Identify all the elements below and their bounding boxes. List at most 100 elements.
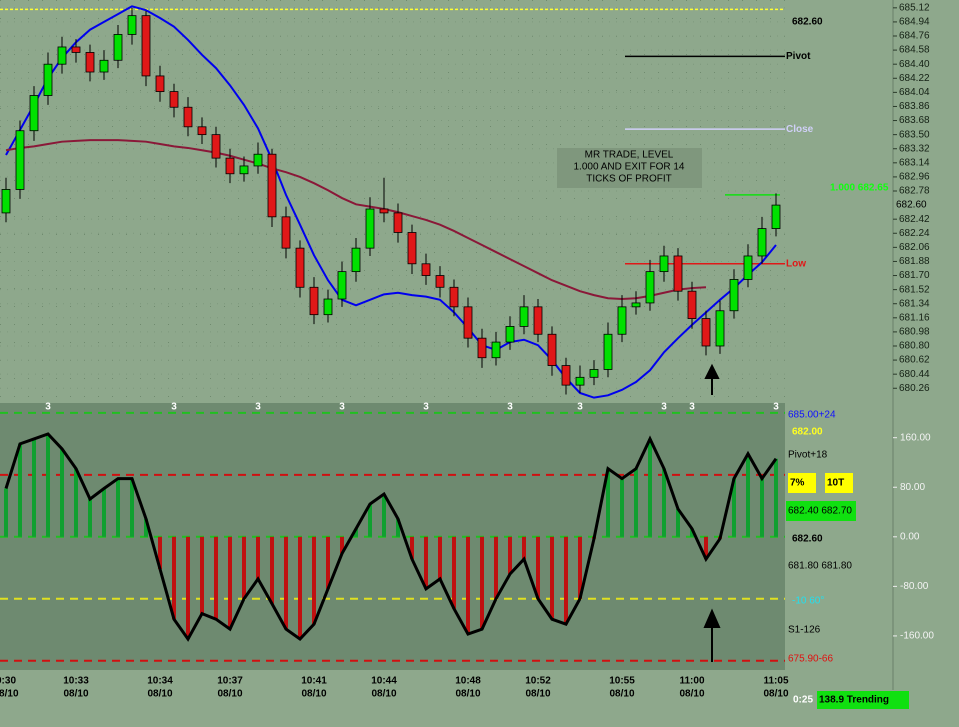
- x-tick-label: 10:37: [217, 676, 243, 687]
- candle-body: [715, 310, 725, 347]
- histogram-bar: [606, 468, 610, 537]
- candle-body: [673, 255, 683, 292]
- candle-body: [701, 318, 711, 347]
- y-tick-label: 684.58: [899, 45, 930, 56]
- y-tick-label: 681.88: [899, 256, 930, 267]
- histogram-bar: [60, 448, 64, 537]
- y-tick-label: 682.24: [899, 228, 930, 239]
- readout: 685.00+24: [788, 410, 836, 421]
- note-line: MR TRADE, LEVEL: [585, 150, 674, 161]
- candle-body: [505, 326, 515, 343]
- candle-body: [365, 208, 375, 249]
- candle-body: [393, 212, 403, 233]
- y-tick-label: 680.62: [899, 355, 930, 366]
- y-tick-label: 680.26: [899, 383, 930, 394]
- histogram-bar: [494, 536, 498, 599]
- x-date-label: 08/10: [609, 689, 634, 700]
- y-tick-label: 682.06: [899, 242, 930, 253]
- readout: S1-126: [788, 625, 821, 636]
- level-label: Close: [786, 124, 814, 135]
- histogram-bar: [424, 536, 428, 589]
- histogram-bar: [116, 478, 120, 537]
- x-tick-label: 10:48: [455, 676, 481, 687]
- y-tick-label: 683.86: [899, 101, 930, 112]
- histogram-bar: [620, 478, 624, 537]
- histogram-bar: [578, 536, 582, 599]
- note-line: 1.000 AND EXIT FOR 14: [574, 162, 685, 173]
- candle-body: [113, 34, 123, 61]
- price-marker-bg: [894, 198, 944, 213]
- histogram-bar: [256, 536, 260, 579]
- y-tick-label: -160.00: [900, 631, 934, 642]
- y-tick-label: 684.04: [899, 87, 930, 98]
- y-tick-label: 680.98: [899, 327, 930, 338]
- x-tick-label: 10:55: [609, 676, 635, 687]
- cycle-label: 3: [689, 402, 695, 413]
- cycle-label: 3: [773, 402, 779, 413]
- y-tick-label: 681.52: [899, 284, 930, 295]
- histogram-bar: [732, 478, 736, 537]
- price-panel: [0, 0, 785, 400]
- y-tick-label: 680.80: [899, 341, 930, 352]
- x-date-label: 08/10: [371, 689, 396, 700]
- x-date-label: 08/10: [679, 689, 704, 700]
- histogram-bar: [354, 528, 358, 537]
- candle-body: [463, 306, 473, 339]
- level-label: Low: [786, 258, 806, 269]
- readout: 681.80 681.80: [788, 561, 852, 572]
- x-date-label: 08/10: [301, 689, 326, 700]
- candle-body: [743, 255, 753, 280]
- candle-body: [617, 306, 627, 335]
- histogram-bar: [32, 438, 36, 537]
- histogram-bar: [690, 528, 694, 537]
- candle-body: [477, 337, 487, 359]
- readout: -10 60°: [792, 596, 824, 607]
- readout: 682.40 682.70: [788, 506, 852, 517]
- y-tick-label: 683.32: [899, 143, 930, 154]
- candle-body: [533, 306, 543, 335]
- y-tick-label: 681.16: [899, 312, 930, 323]
- note-box: [557, 148, 702, 188]
- candle-body: [309, 286, 319, 316]
- x-tick-label: 10:41: [301, 676, 327, 687]
- y-tick-label: 0.00: [900, 531, 920, 542]
- candle-body: [155, 75, 165, 92]
- cycle-label: 3: [45, 402, 51, 413]
- candle-body: [561, 365, 571, 386]
- histogram-bar: [662, 468, 666, 537]
- candle-body: [337, 271, 347, 300]
- candle-body: [29, 95, 39, 132]
- readout: Pivot+18: [788, 450, 828, 461]
- candle-body: [295, 247, 305, 288]
- candle-body: [407, 232, 417, 265]
- histogram-bar: [46, 433, 50, 537]
- candle-body: [351, 247, 361, 273]
- histogram-bar: [452, 536, 456, 609]
- candle-body: [1, 189, 11, 214]
- readout-box: [788, 473, 816, 493]
- histogram-bar: [634, 468, 638, 537]
- cycle-label: 3: [423, 402, 429, 413]
- cycle-label: 3: [507, 402, 513, 413]
- candle-body: [197, 126, 207, 136]
- candle-body: [435, 275, 445, 288]
- histogram-bar: [438, 536, 442, 579]
- y-tick-label: 684.22: [899, 73, 930, 84]
- oscillator-line: [4, 432, 778, 642]
- cycle-label: 3: [577, 402, 583, 413]
- readout: 10T: [827, 478, 844, 489]
- indicator-line: [5, 139, 707, 301]
- histogram-bar: [508, 536, 512, 574]
- histogram-bar: [158, 536, 162, 570]
- target-label: 1.000 682.65: [830, 183, 889, 194]
- candle-body: [645, 271, 655, 304]
- candle-body: [631, 302, 641, 308]
- x-date-label: 08/10: [217, 689, 242, 700]
- y-tick-label: 681.70: [899, 270, 930, 281]
- cycle-label: 3: [171, 402, 177, 413]
- histogram-bar: [340, 536, 344, 554]
- y-tick-label: 684.94: [899, 17, 930, 28]
- histogram-bar: [536, 536, 540, 599]
